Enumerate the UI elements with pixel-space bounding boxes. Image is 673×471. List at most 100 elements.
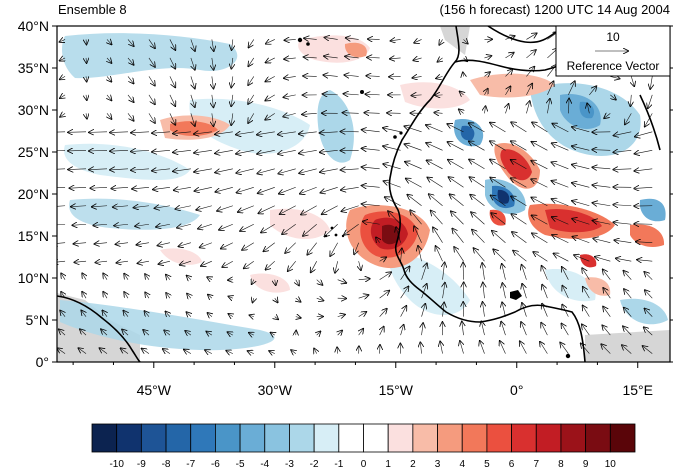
wind-vector: [469, 141, 485, 151]
wind-vector: [431, 211, 443, 225]
wind-vector: [205, 350, 212, 353]
wind-vector: [191, 94, 195, 107]
wind-vector: [320, 132, 338, 133]
wind-vector: [613, 222, 632, 224]
land-mask-north: [440, 26, 470, 55]
wind-vector: [175, 206, 191, 209]
wind-vector: [603, 307, 611, 317]
wind-vector: [320, 169, 338, 172]
wind-vector: [601, 344, 611, 354]
wind-vector: [451, 211, 464, 225]
wind-vector: [61, 273, 65, 280]
wind-vector: [383, 128, 401, 133]
wind-vector: [562, 286, 569, 299]
colorbar-label: 10: [605, 459, 617, 470]
colorbar: -10 -9 -8 -7 -6 -5 -4 -3 -2 -1 0 1 2 3 4 5 6 7 8 9 10: [91, 423, 636, 470]
wind-vector: [568, 99, 569, 114]
wind-vector: [138, 261, 150, 263]
wind-vector: [624, 289, 632, 299]
wind-vector: [127, 94, 134, 102]
wind-vector: [279, 186, 296, 193]
wind-vector: [502, 283, 505, 299]
wind-vector: [57, 348, 66, 354]
wind-vector: [60, 58, 65, 61]
wind-vector: [102, 311, 107, 317]
wind-vector: [116, 243, 129, 245]
colorbar-label: -6: [211, 459, 220, 470]
wind-vector: [460, 92, 464, 95]
wind-vector: [307, 242, 317, 255]
wind-vector: [198, 223, 212, 228]
wind-vector: [191, 76, 195, 88]
colorbar-swatch: [264, 423, 290, 453]
colorbar-swatch: [116, 423, 142, 453]
colorbar-label: -9: [137, 459, 146, 470]
wind-vector: [212, 76, 214, 88]
wind-vector: [107, 95, 111, 100]
wind-vector: [217, 205, 233, 211]
wind-vector: [283, 113, 296, 116]
colorbar-swatch: [585, 423, 611, 453]
wind-vector: [89, 169, 108, 170]
wind-vector: [438, 58, 443, 62]
wind-vector: [644, 327, 653, 336]
lat-label: 10°N: [18, 270, 49, 286]
wind-vector-field: [57, 32, 653, 354]
wind-vector: [266, 39, 275, 43]
wind-vector: [194, 132, 212, 134]
wind-vector: [252, 280, 254, 284]
colorbar-swatch: [239, 423, 266, 453]
wind-vector: [427, 178, 443, 188]
wind-vector: [547, 81, 553, 96]
wind-vector: [163, 349, 171, 354]
wind-vector: [404, 126, 422, 133]
wind-vector: [284, 58, 296, 59]
wind-vector: [376, 237, 380, 242]
wind-vector: [358, 312, 367, 317]
wind-vector: [236, 132, 254, 135]
colorbar-label: 4: [459, 459, 465, 470]
wind-vector: [421, 263, 427, 280]
wind-vector: [185, 331, 191, 335]
wind-vector: [452, 229, 464, 243]
wind-vector: [68, 132, 87, 133]
wind-vector: [390, 58, 401, 59]
wind-vector: [554, 254, 569, 262]
wind-vector: [148, 39, 155, 48]
wind-vector: [624, 308, 632, 317]
colorbar-swatch: [609, 423, 636, 453]
wind-vector: [145, 292, 149, 299]
wind-vector: [472, 230, 485, 243]
colorbar-label: 6: [509, 459, 515, 470]
wind-vector: [484, 89, 487, 96]
wind-vector: [215, 132, 233, 135]
wind-vector: [401, 249, 402, 262]
wind-vector: [589, 86, 596, 96]
wind-vector: [613, 169, 632, 170]
lat-label: 40°N: [18, 18, 49, 34]
wind-vector: [505, 86, 510, 96]
wind-vector: [520, 341, 527, 354]
wind-vector: [412, 95, 422, 96]
wind-vector: [95, 243, 108, 244]
wind-vector: [57, 168, 66, 170]
wind-vector: [103, 292, 107, 299]
wind-vector: [358, 279, 370, 280]
wind-vector: [552, 143, 569, 151]
wind-vector: [206, 332, 211, 336]
wind-vector: [124, 292, 128, 299]
wind-vector: [266, 260, 275, 269]
wind-vector: [344, 75, 359, 76]
wind-vector: [208, 295, 212, 299]
wind-vector: [362, 148, 380, 150]
wind-vector: [635, 150, 653, 153]
wind-vector: [229, 296, 233, 298]
wind-vector: [366, 76, 380, 77]
wind-vector: [645, 113, 653, 126]
lon-label: 30°W: [258, 382, 293, 398]
wind-vector: [443, 283, 445, 299]
wind-vector: [148, 57, 155, 67]
wind-vector: [572, 201, 590, 207]
wind-vector: [405, 144, 422, 151]
wind-vector: [532, 122, 548, 133]
